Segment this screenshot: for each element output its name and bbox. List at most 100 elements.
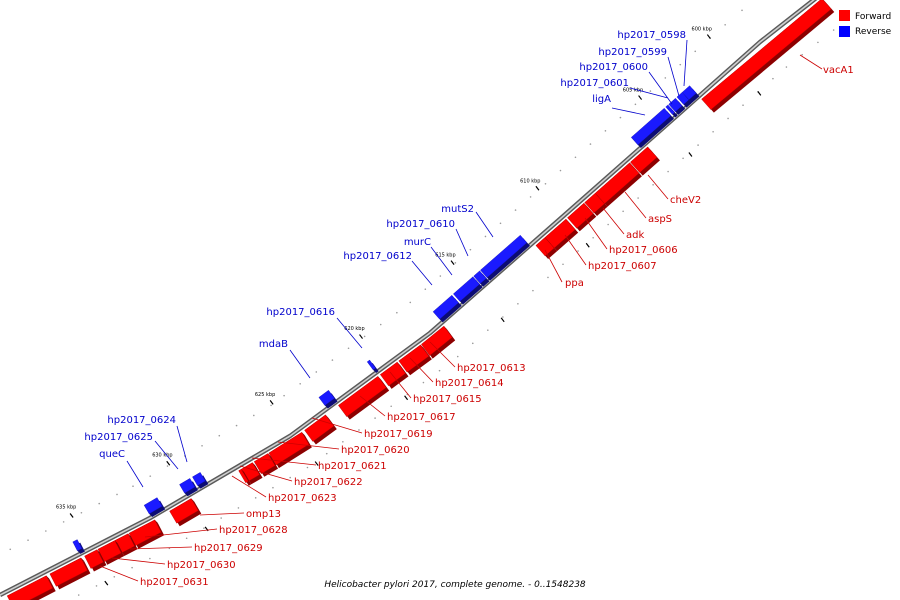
major-tick [688,152,693,157]
minor-tick [347,347,350,350]
minor-tick [358,429,360,431]
minor-tick [682,157,684,160]
tick-label: 635 kbp [56,504,76,510]
minor-tick [218,434,221,437]
gene-chev2 [630,146,660,176]
minor-tick [62,521,65,523]
gene-hp2017-0606 [567,202,597,232]
minor-tick [484,235,487,238]
minor-tick [254,497,257,499]
leader-hp2017-0619 [311,417,363,434]
minor-tick [637,197,639,199]
minor-tick [272,486,274,489]
minor-tick [454,262,457,264]
minor-tick [315,371,318,373]
tick-label: 630 kbp [152,452,172,458]
leader-ppa [544,249,563,283]
leader-hp2017-0598 [683,39,688,87]
backbone-outer [0,0,818,598]
minor-tick [289,476,291,479]
minor-tick [422,381,425,384]
leader-hp2017-0621 [251,457,317,466]
label-omp13: omp13 [246,509,281,520]
label-hp2017-0617: hp2017_0617 [387,412,456,423]
gene-vaca1 [701,0,835,113]
legend-swatch-forward [839,10,850,21]
gene-fwd-b [6,575,56,600]
minor-tick [727,117,729,120]
label-hp2017-0612: hp2017_0612 [343,251,412,262]
minor-tick [325,452,328,455]
gene-quec [143,497,166,517]
minor-tick [185,537,188,540]
leader-hp2017-0631 [99,565,139,582]
minor-tick [547,276,549,279]
tick-layer: 600 kbp 605 kbp 610 kbp 615 kbp 620 kbp 625 k… [9,9,835,596]
label-hp2017-0628: hp2017_0628 [219,525,288,536]
minor-tick [712,130,714,133]
leader-omp13 [199,512,245,516]
minor-tick [149,557,151,560]
minor-tick [201,445,203,447]
minor-tick [679,63,682,66]
leader-hp2017-0617 [359,395,386,417]
major-tick [757,91,762,96]
minor-tick [131,566,133,569]
gene-muts2 [480,234,530,281]
minor-tick [499,222,502,225]
minor-tick [559,169,562,172]
minor-tick [652,183,654,186]
label-hp2017-0620: hp2017_0620 [341,445,410,456]
gene-hp2017-0628 [128,519,165,549]
minor-tick [363,335,366,338]
minor-tick [589,143,592,145]
gene-hp2017-0623 [238,468,252,486]
gene-adk [584,192,608,217]
label-hp2017-0629: hp2017_0629 [194,543,263,554]
minor-tick [149,475,152,477]
gene-hp2017-0615 [380,361,409,389]
label-hp2017-0606: hp2017_0606 [609,245,678,256]
leader-hp2017-0620 [277,441,340,450]
gene-hp2017-0624 [192,472,209,489]
minor-tick [27,539,29,541]
gene-asps [594,162,642,207]
gene-hp2017-0601 [665,104,678,118]
label-hp2017-0621: hp2017_0621 [318,461,387,472]
major-tick [359,334,364,339]
label-hp2017-0614: hp2017_0614 [435,378,504,389]
gene-hp2017-0625 [179,478,198,497]
minor-tick [514,209,517,211]
leader-liga [611,107,646,116]
minor-tick [741,9,743,12]
major-tick [314,461,319,466]
label-hp2017-0600: hp2017_0600 [579,62,648,73]
minor-tick [772,77,774,80]
gene-hp2017-0614 [398,344,432,376]
minor-tick [203,527,205,529]
genome-caption: Helicobacter pylori 2017, complete genom… [324,580,586,590]
leader-vaca1 [799,54,823,70]
label-chev2: cheV2 [670,195,701,206]
label-mdab: mdaB [259,339,288,350]
label-hp2017-0624: hp2017_0624 [107,415,176,426]
tick-label: 615 kbp [435,253,455,259]
minor-tick [374,417,376,419]
tick-label: 610 kbp [520,178,540,184]
minor-tick [592,236,594,239]
leader-hp2017-0623 [231,475,267,498]
leader-hp2017-0616 [336,317,363,349]
gene-labels: vacA1 cheV2 aspS adk hp2017_0606 hp2017_0607p… [84,30,853,588]
minor-tick [237,507,240,509]
gene-rev-a [72,539,85,554]
major-tick [638,95,643,100]
legend: Forward Reverse [839,10,892,37]
gene-hp2017-0610 [473,270,490,287]
gene-ppa [535,237,558,259]
minor-tick [667,170,669,173]
backbone-highlight [0,0,815,596]
major-tick [585,242,590,248]
leader-quec [126,460,144,488]
label-muts2: mutS2 [441,204,474,215]
minor-tick [469,248,472,251]
